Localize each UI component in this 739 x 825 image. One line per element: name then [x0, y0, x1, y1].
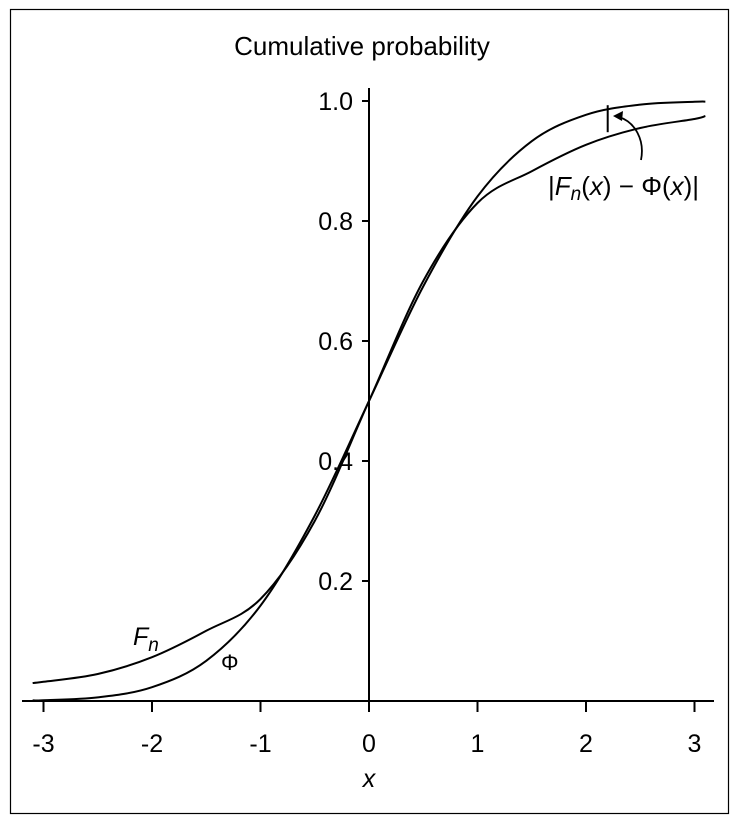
- x-tick-label: -1: [249, 730, 271, 758]
- x-tick-label: 0: [362, 730, 376, 758]
- x-tick-label: -2: [141, 730, 163, 758]
- x-tick-label: 2: [579, 730, 593, 758]
- x-tick-label: 1: [471, 730, 485, 758]
- chart-title: Cumulative probability: [234, 31, 490, 61]
- annotation-arrowhead: [613, 111, 623, 121]
- y-tick-label: 1.0: [318, 88, 353, 116]
- x-axis-label: x: [362, 765, 377, 793]
- annotation-arrow: [618, 116, 643, 161]
- x-tick-label: 3: [688, 730, 702, 758]
- y-tick-label: 0.6: [318, 328, 353, 356]
- x-tick-label: -3: [32, 730, 54, 758]
- series-line-phi: [32, 100, 706, 702]
- y-tick-label: 0.2: [318, 568, 353, 596]
- series-label-fn: Fn: [133, 623, 159, 656]
- series-label-phi: Φ: [221, 650, 239, 675]
- annotation-label: |Fn(x) − Φ(x)|: [548, 171, 699, 205]
- y-tick-label: 0.8: [318, 208, 353, 236]
